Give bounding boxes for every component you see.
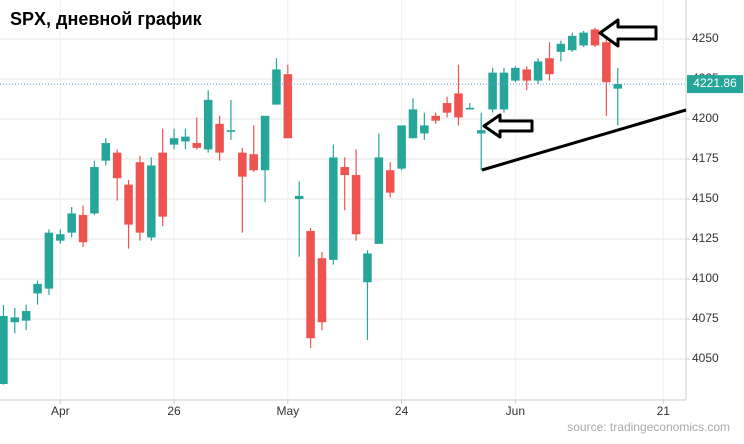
candle-body	[33, 283, 42, 294]
candle-body	[340, 167, 349, 176]
candle-body	[408, 109, 418, 139]
candle-body	[158, 152, 167, 217]
x-tick-label: Apr	[51, 404, 70, 418]
candle-body	[579, 32, 588, 46]
x-tick-label: May	[276, 404, 299, 418]
candle-body	[488, 72, 497, 110]
annotation-arrow	[598, 18, 658, 48]
candle-body	[306, 231, 315, 339]
x-tick-label: 26	[167, 404, 181, 418]
y-tick-label: 4100	[692, 271, 719, 285]
candle-body	[317, 258, 327, 323]
candle-body	[78, 215, 88, 243]
candle-body	[329, 157, 338, 260]
x-tick-label: 24	[395, 404, 409, 418]
candle-body	[420, 125, 429, 134]
candle-body	[374, 157, 384, 244]
candle-body	[351, 175, 361, 235]
y-tick-label: 4150	[692, 191, 719, 205]
candle-body	[44, 232, 54, 289]
candle-body	[283, 74, 293, 139]
last-price-box	[687, 75, 743, 94]
x-tick-label: Jun	[506, 404, 525, 418]
candle-body	[238, 152, 247, 177]
y-tick-label: 4250	[692, 31, 719, 45]
candle-body	[454, 93, 463, 118]
source: source: tradingeconomics.com	[567, 420, 730, 434]
y-tick-label: 4075	[692, 311, 719, 325]
candle-body	[135, 162, 145, 233]
candle-body	[431, 115, 440, 121]
candle-body	[0, 316, 8, 384]
candle-body	[67, 213, 76, 233]
chart-title: SPX, дневной график	[10, 9, 203, 29]
candle-body	[203, 99, 213, 150]
candle-body	[363, 253, 372, 283]
candle-body	[181, 136, 190, 142]
last-price-label: 4221.86	[693, 76, 737, 90]
candle-body	[90, 167, 99, 214]
candle-body	[590, 29, 600, 46]
candle-body	[112, 152, 122, 179]
candle-body	[249, 154, 258, 171]
candle-body	[385, 170, 395, 193]
candle-body	[602, 42, 611, 83]
y-tick-label: 4200	[692, 111, 719, 125]
candles	[0, 27, 623, 385]
candle-body	[294, 195, 304, 200]
candle-body	[442, 103, 452, 113]
candle-body	[476, 130, 486, 134]
candle-body	[272, 69, 281, 105]
grid	[0, 0, 686, 400]
candle-body	[101, 143, 111, 161]
candle-body	[465, 107, 475, 110]
candle-body	[545, 58, 554, 75]
candle-body	[556, 43, 566, 52]
candle-body	[226, 130, 236, 132]
x-tick-label: 21	[657, 404, 671, 418]
trend-line	[481, 108, 687, 172]
candle-body	[10, 317, 20, 323]
candle-body	[567, 35, 577, 51]
candle-body	[511, 67, 520, 81]
candle-body	[192, 143, 202, 148]
candle-body	[21, 311, 31, 321]
y-tick-label: 4125	[692, 231, 719, 245]
candle-body	[169, 138, 179, 145]
candle-body	[613, 84, 623, 89]
candle-body	[56, 234, 65, 241]
y-tick-label: 4175	[692, 151, 719, 165]
candle-body	[533, 61, 543, 81]
candle-body	[522, 69, 531, 81]
candle-body	[499, 72, 509, 110]
candle-body	[147, 165, 156, 238]
candle-body	[124, 184, 133, 225]
annotation-arrow	[482, 113, 534, 139]
candle-body	[397, 125, 406, 169]
candle-body	[215, 123, 224, 153]
candle-body	[260, 115, 270, 171]
y-tick-label: 4050	[692, 351, 719, 365]
